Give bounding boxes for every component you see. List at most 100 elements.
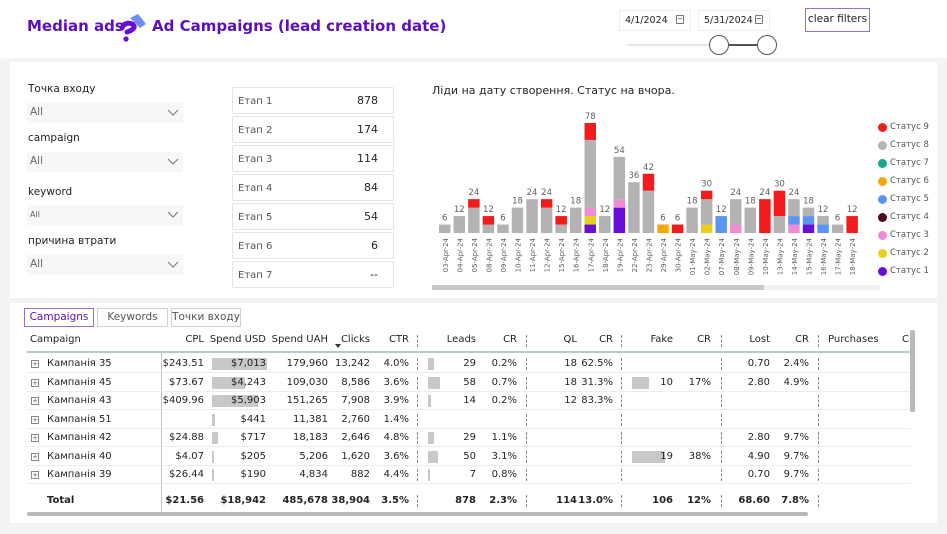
table-horizontal-scrollbar[interactable]	[27, 512, 808, 516]
bar-segment[interactable]	[788, 199, 800, 217]
bar-segment[interactable]	[715, 216, 727, 233]
column-header[interactable]: Spend UAH	[271, 334, 328, 345]
table-row[interactable]: + Кампанія 40 $4.07 $205 5,206 1,620 3.6% 50 3.1…	[27, 448, 911, 466]
column-header[interactable]: Clicks	[340, 334, 370, 345]
slicer-loss-reason-dropdown[interactable]: All	[27, 255, 183, 275]
legend-item[interactable]: Статус 5	[878, 190, 929, 208]
bar-segment[interactable]	[657, 224, 669, 233]
chart-horizontal-scrollbar[interactable]	[432, 285, 880, 290]
bar-segment[interactable]	[773, 216, 786, 233]
legend-item[interactable]: Статус 3	[878, 226, 929, 244]
bar-segment[interactable]	[584, 123, 597, 140]
legend-item[interactable]: Статус 6	[878, 172, 929, 190]
slicer-entry-point-dropdown[interactable]: All	[27, 103, 183, 123]
bar-segment[interactable]	[831, 224, 844, 233]
bar-segment[interactable]	[511, 207, 524, 233]
column-header[interactable]: CPL	[185, 334, 204, 345]
date-to-input[interactable]: 5/31/2024	[698, 10, 770, 31]
date-range-slider-track[interactable]	[628, 44, 768, 46]
table-row[interactable]: + Кампанія 45 $73.67 $4,243 109,030 8,586 3.6%…	[27, 374, 911, 392]
column-header[interactable]: QL	[563, 334, 577, 345]
table-row[interactable]: + Кампанія 39 $26.44 $190 4,834 882 4.4% 7 0.8% 0…	[27, 466, 911, 484]
slicer-keyword-dropdown[interactable]: All	[27, 205, 183, 225]
bar-segment[interactable]	[628, 182, 640, 233]
bar-segment[interactable]	[613, 156, 626, 200]
bar-segment[interactable]	[555, 224, 567, 233]
bar-segment[interactable]	[788, 224, 800, 233]
date-from-input[interactable]: 4/1/2024	[619, 10, 691, 31]
expand-row-icon[interactable]: +	[31, 434, 39, 442]
bar-segment[interactable]	[802, 207, 815, 217]
column-header[interactable]: CR	[795, 334, 809, 345]
bar-segment[interactable]	[773, 190, 786, 217]
bar-segment[interactable]	[817, 224, 829, 233]
bar-segment[interactable]	[526, 199, 538, 233]
legend-item[interactable]: Статус 7	[878, 154, 929, 172]
bar-segment[interactable]	[555, 216, 567, 225]
bar-segment[interactable]	[584, 224, 597, 233]
bar-segment[interactable]	[584, 216, 597, 225]
legend-item[interactable]: Статус 8	[878, 136, 929, 154]
bar-segment[interactable]	[540, 199, 553, 208]
expand-row-icon[interactable]: +	[31, 378, 39, 387]
tab-campaigns[interactable]: Campaigns	[24, 308, 94, 327]
column-header[interactable]: Leads	[446, 334, 476, 345]
bar-segment[interactable]	[700, 199, 713, 225]
bar-segment[interactable]	[744, 207, 757, 233]
bar-segment[interactable]	[569, 207, 582, 233]
chart-scrollbar-thumb[interactable]	[432, 285, 764, 290]
date-range-end-handle[interactable]	[757, 35, 777, 55]
bar-segment[interactable]	[700, 224, 713, 233]
bar-segment[interactable]	[817, 216, 829, 225]
column-header[interactable]: C	[902, 334, 909, 345]
table-row[interactable]: + Кампанія 42 $24.88 $717 18,183 2,646 4.8% 29 1…	[27, 429, 911, 447]
bar-segment[interactable]	[482, 224, 495, 233]
expand-row-icon[interactable]: +	[31, 452, 39, 461]
column-header[interactable]: Purchases	[828, 334, 879, 345]
bar-segment[interactable]	[497, 224, 509, 233]
table-vertical-scrollbar[interactable]	[910, 330, 915, 412]
bar-segment[interactable]	[686, 207, 698, 233]
column-header[interactable]: Lost	[749, 334, 770, 345]
bar-segment[interactable]	[802, 216, 815, 225]
calendar-icon[interactable]	[755, 15, 763, 24]
column-header[interactable]: Campaign	[30, 334, 81, 345]
column-header[interactable]: CR	[599, 334, 613, 345]
bar-segment[interactable]	[730, 199, 742, 225]
table-row[interactable]: + Кампанія 43 $409.96 $5,903 151,265 7,908 3.9…	[27, 392, 911, 410]
column-header[interactable]: Fake	[650, 334, 673, 345]
table-row[interactable]: + Кампанія 51 $441 11,381 2,760 1.4%	[27, 411, 911, 429]
legend-item[interactable]: Статус 4	[878, 208, 929, 226]
column-header[interactable]: CTR	[388, 334, 409, 345]
legend-item[interactable]: Статус 9	[878, 118, 929, 136]
bar-segment[interactable]	[468, 199, 480, 208]
bar-segment[interactable]	[730, 224, 742, 233]
legend-item[interactable]: Статус 1	[878, 262, 929, 280]
legend-item[interactable]: Статус 2	[878, 244, 929, 262]
table-row[interactable]: + Кампанія 35 $243.51 $7,013 179,960 13,242 4.…	[27, 355, 911, 373]
bar-segment[interactable]	[671, 224, 684, 233]
tab-keywords[interactable]: Keywords	[97, 308, 168, 327]
bar-segment[interactable]	[700, 190, 713, 200]
column-header[interactable]: CR	[697, 334, 711, 345]
bar-segment[interactable]	[482, 216, 495, 225]
bar-segment[interactable]	[759, 199, 771, 233]
bar-segment[interactable]	[613, 199, 626, 208]
column-header[interactable]: CR	[503, 334, 517, 345]
column-header[interactable]: Spend USD	[209, 334, 266, 345]
slicer-campaign-dropdown[interactable]: All	[27, 152, 183, 172]
expand-row-icon[interactable]: +	[31, 471, 39, 479]
bar-segment[interactable]	[599, 216, 611, 233]
date-range-start-handle[interactable]	[709, 35, 729, 55]
expand-row-icon[interactable]: +	[31, 397, 39, 405]
bar-segment[interactable]	[788, 216, 800, 225]
clear-filters-button[interactable]: clear filters	[805, 8, 870, 32]
bar-segment[interactable]	[642, 190, 655, 233]
bar-segment[interactable]	[642, 173, 655, 191]
bar-segment[interactable]	[613, 207, 626, 233]
expand-row-icon[interactable]: +	[31, 360, 39, 368]
calendar-icon[interactable]	[676, 15, 684, 24]
sort-descending-icon[interactable]	[335, 344, 341, 348]
bar-segment[interactable]	[439, 224, 451, 233]
expand-row-icon[interactable]: +	[31, 415, 39, 424]
